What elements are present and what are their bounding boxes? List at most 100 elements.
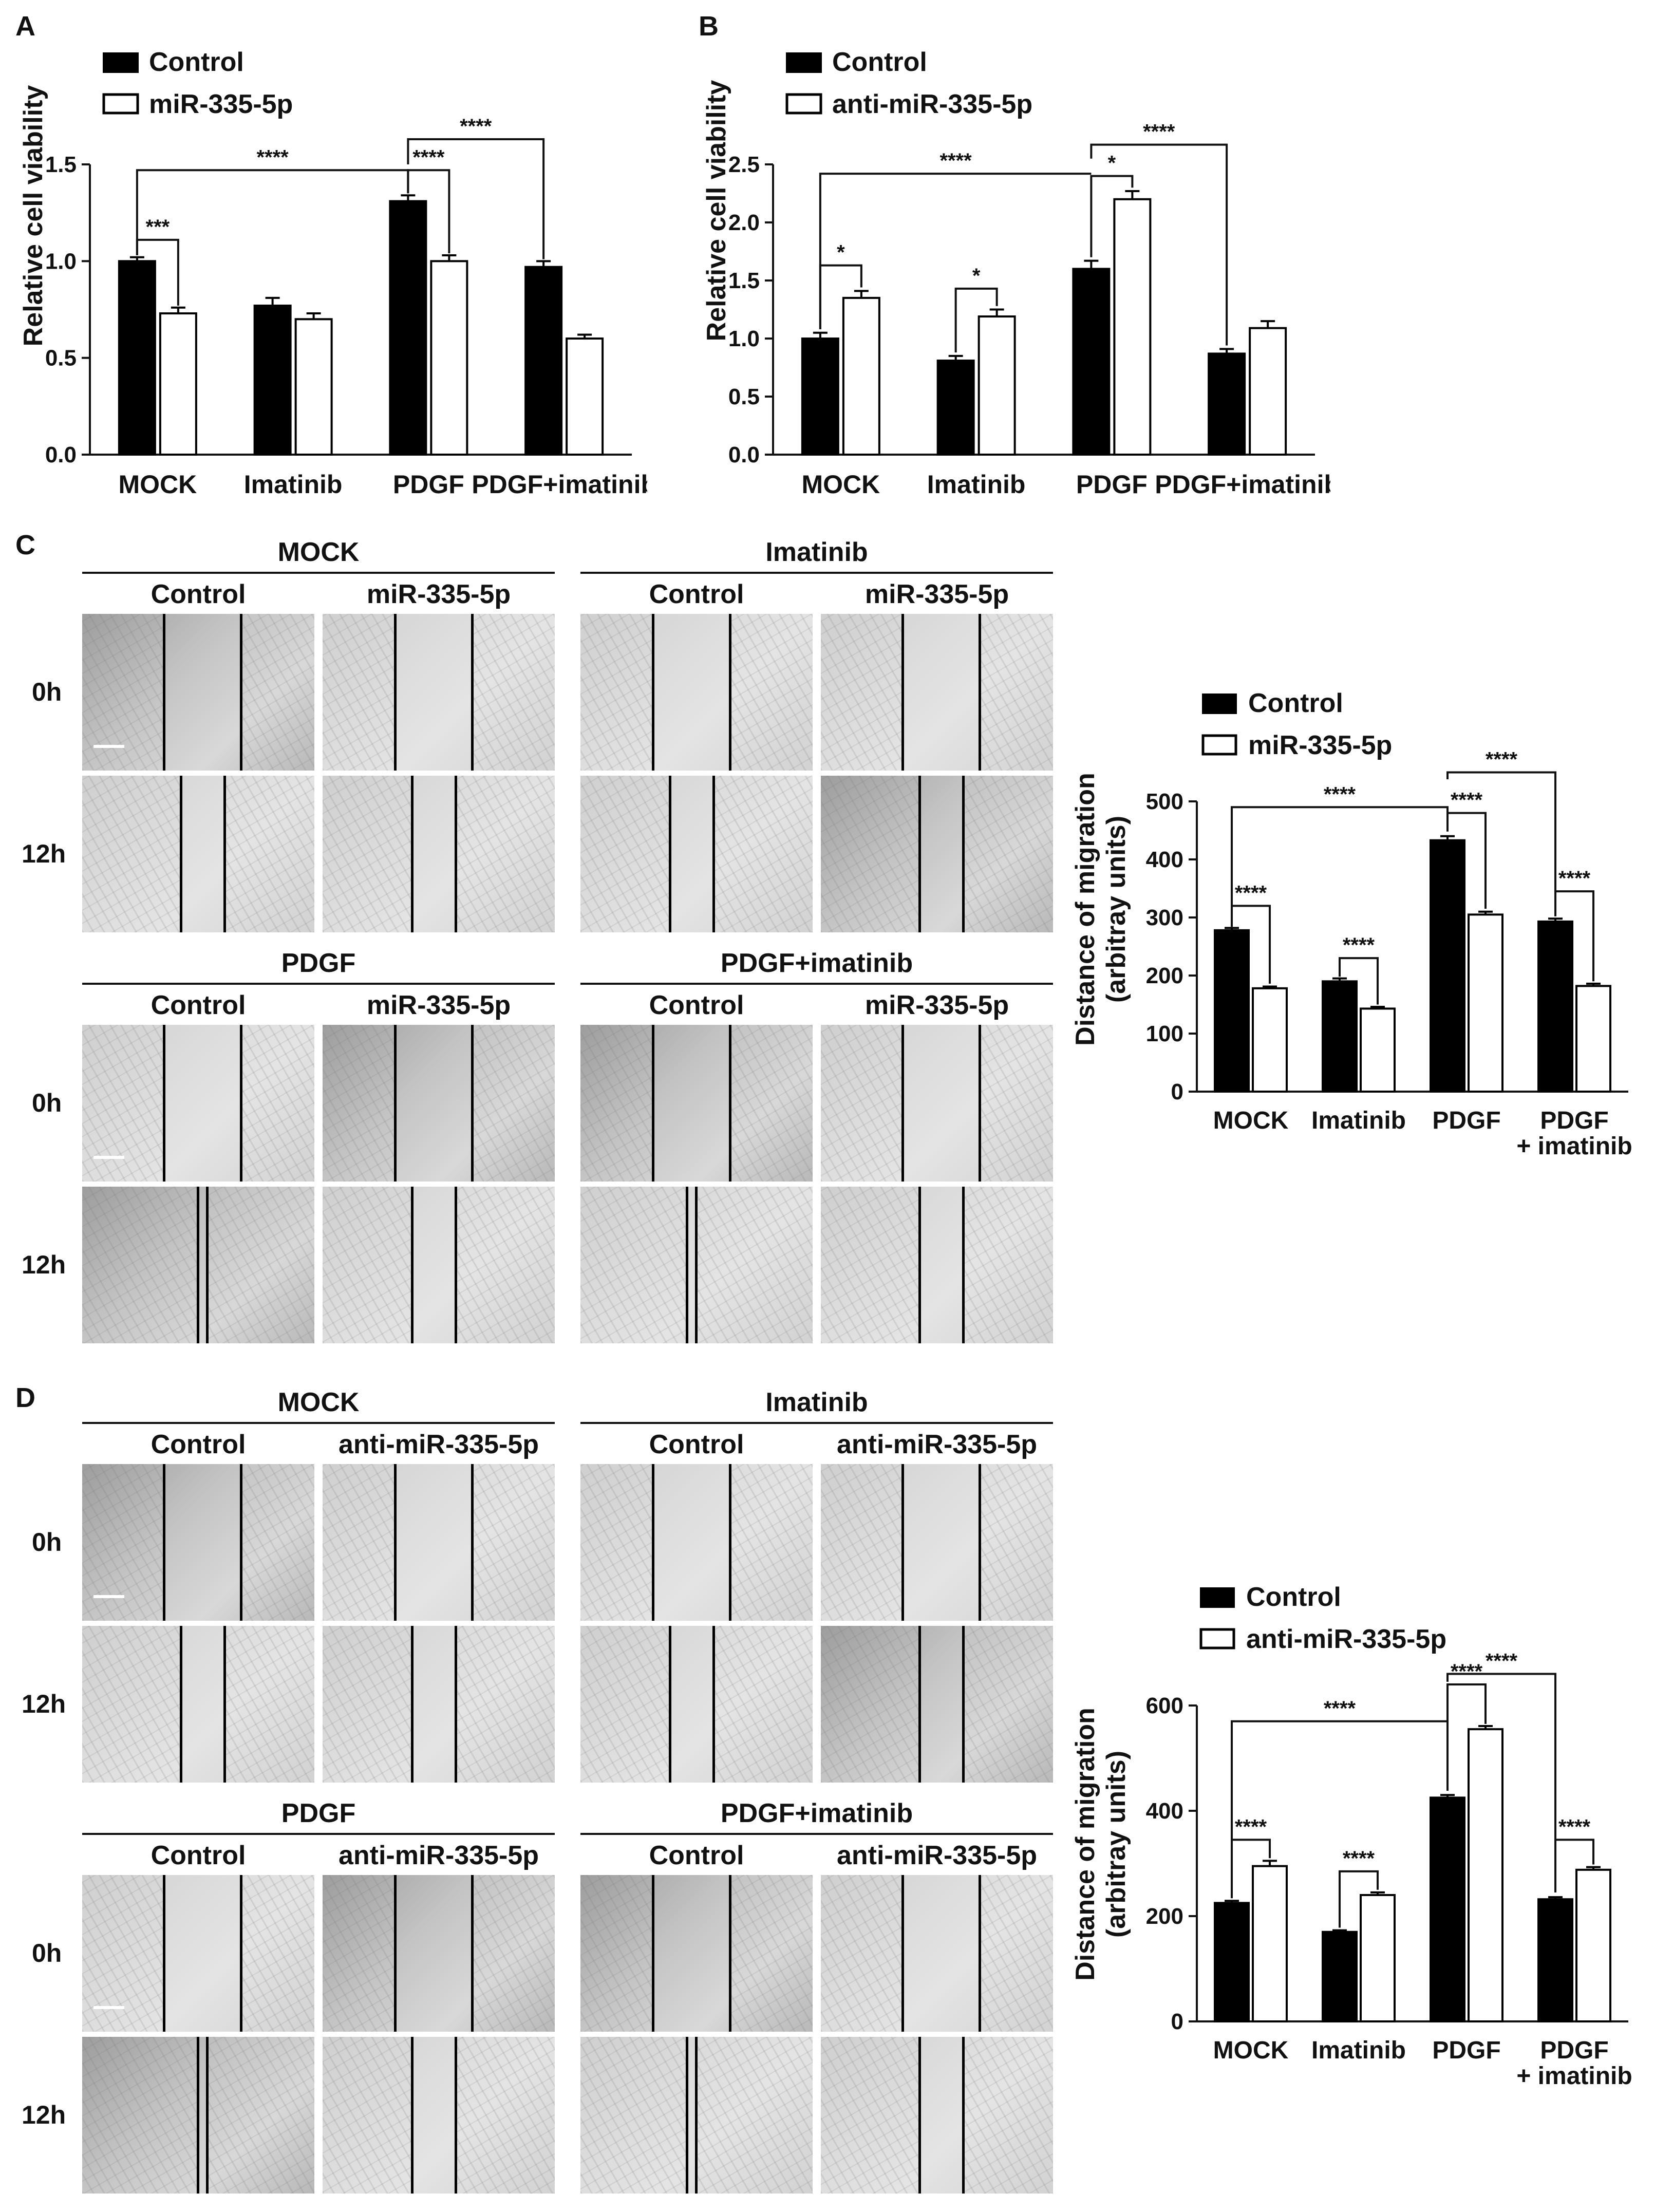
chart-c-migration: Control miR-335-5p Distance of migration… xyxy=(1070,688,1632,1160)
wound-micrograph-0h-control xyxy=(82,1025,314,1182)
wound-edge-line xyxy=(729,1464,731,1621)
wound-micrograph-12h-control xyxy=(580,1187,813,1343)
bar-treatment-0 xyxy=(842,296,880,456)
cell-monolayer xyxy=(821,2037,919,2194)
scale-bar xyxy=(93,2006,124,2009)
significance-stars: * xyxy=(1108,152,1116,175)
scale-bar xyxy=(93,1156,124,1159)
group-header: Imatinib xyxy=(765,537,868,567)
timepoint-label-12h: 12h xyxy=(22,839,66,868)
significance-bracket xyxy=(819,173,1092,329)
timepoint-label-12h: 12h xyxy=(22,2100,66,2129)
y-tick-label: 2.5 xyxy=(728,152,760,177)
condition-header-control: Control xyxy=(649,1841,744,1870)
wound-edge-line xyxy=(918,1187,921,1343)
legend-c: Control miR-335-5p xyxy=(1201,688,1392,760)
significance-stars: **** xyxy=(1343,934,1375,957)
condition-header-control: Control xyxy=(151,1430,246,1459)
bar-treatment-3 xyxy=(1575,985,1611,1093)
condition-header-control: Control xyxy=(649,579,744,609)
significance-stars: **** xyxy=(460,115,492,138)
wound-edge-line xyxy=(712,1626,715,1783)
wound-edge-line xyxy=(652,1464,654,1621)
wound-edge-line xyxy=(471,1464,474,1621)
condition-header-control: Control xyxy=(151,1841,246,1870)
significance-stars: **** xyxy=(1324,1697,1356,1720)
wound-edge-line xyxy=(962,776,965,932)
wound-edge-line xyxy=(901,614,904,771)
cell-monolayer xyxy=(224,776,314,932)
x-tick-label: PDGF+imatinib xyxy=(472,470,647,499)
timepoint-label-12h: 12h xyxy=(22,1689,66,1718)
cell-monolayer xyxy=(980,1025,1053,1182)
condition-header-control: Control xyxy=(649,990,744,1020)
bar-control-0 xyxy=(118,260,156,456)
legend-control-label: Control xyxy=(832,47,927,77)
wound-edge-line xyxy=(197,2037,199,2194)
x-tick-label: PDGF xyxy=(1432,1107,1500,1134)
significance-stars: **** xyxy=(1235,1815,1267,1838)
bar-control-0 xyxy=(1214,929,1250,1093)
significance-stars: **** xyxy=(1235,882,1267,904)
wound-edge-line xyxy=(223,1626,226,1783)
wound-edge-line xyxy=(652,1025,654,1182)
cell-monolayer xyxy=(580,1464,653,1621)
group-header: Imatinib xyxy=(765,1388,868,1417)
cell-monolayer xyxy=(821,1025,903,1182)
timepoint-label-0h: 0h xyxy=(32,677,62,706)
legend-control-label: Control xyxy=(149,47,244,77)
x-tick-label: MOCK xyxy=(1213,1107,1289,1134)
significance-stars: **** xyxy=(939,149,972,172)
wound-micrograph-0h-control xyxy=(580,1464,813,1621)
bar-treatment-3 xyxy=(1575,1868,1611,2022)
significance-stars: **** xyxy=(1451,1660,1483,1683)
condition-header-control: Control xyxy=(649,1430,744,1459)
panel-label-a: A xyxy=(15,11,35,42)
x-tick-label: PDGF+imatinib xyxy=(1155,470,1330,499)
chart-b-viability: Control anti-miR-335-5p Relative cell vi… xyxy=(702,47,1330,499)
y-tick-label: 1.5 xyxy=(45,152,77,177)
cell-monolayer xyxy=(455,2037,555,2194)
group-header-rule xyxy=(82,572,555,574)
condition-header-anti: anti-miR-335-5p xyxy=(338,1841,539,1870)
x-tick-label: PDGF xyxy=(1540,2037,1608,2064)
y-tick-label: 300 xyxy=(1146,905,1183,930)
wound-edge-line xyxy=(901,1464,904,1621)
wound-micrograph-0h-anti xyxy=(323,1464,555,1621)
legend-d: Control anti-miR-335-5p xyxy=(1199,1582,1446,1654)
cell-monolayer xyxy=(821,776,919,932)
group-header-rule xyxy=(82,983,555,985)
cell-monolayer xyxy=(455,1626,555,1783)
legend-mir-swatch xyxy=(1201,734,1237,756)
cell-monolayer xyxy=(323,2037,412,2194)
wound-edge-line xyxy=(163,1464,165,1621)
wound-edge-line xyxy=(410,776,414,932)
chart-d-ylabel: Distance of migration xyxy=(1070,1708,1100,1981)
group-header-rule xyxy=(580,572,1053,574)
significance-bracket xyxy=(1446,1683,1487,1791)
wound-edge-line xyxy=(668,1626,671,1783)
bar-treatment-0 xyxy=(1252,1865,1288,2022)
condition-header-anti: anti-miR-335-5p xyxy=(836,1841,1038,1870)
cell-monolayer xyxy=(241,1025,314,1182)
significance-stars: **** xyxy=(1486,1650,1518,1673)
legend-anti-swatch xyxy=(785,93,822,115)
y-tick-label: 2.0 xyxy=(728,210,760,235)
panel-label-d: D xyxy=(15,1382,35,1413)
group-header: PDGF xyxy=(281,1798,356,1828)
wound-edge-line xyxy=(652,614,654,771)
wound-edge-line xyxy=(962,2037,965,2194)
cell-monolayer xyxy=(241,1464,314,1621)
wound-micrograph-12h-control xyxy=(82,776,314,932)
group-header: MOCK xyxy=(277,1388,360,1417)
legend-anti-label: anti-miR-335-5p xyxy=(832,89,1032,119)
cell-monolayer xyxy=(82,614,164,771)
bar-control-2 xyxy=(1430,1796,1465,2022)
bar-control-3 xyxy=(1537,1898,1573,2023)
cell-monolayer xyxy=(730,614,813,771)
x-tick-label: PDGF xyxy=(1432,2037,1500,2064)
wound-edge-line xyxy=(979,614,981,771)
cell-monolayer xyxy=(207,2037,314,2194)
significance-bracket xyxy=(1339,957,1379,1005)
bar-treatment-3 xyxy=(566,338,604,456)
